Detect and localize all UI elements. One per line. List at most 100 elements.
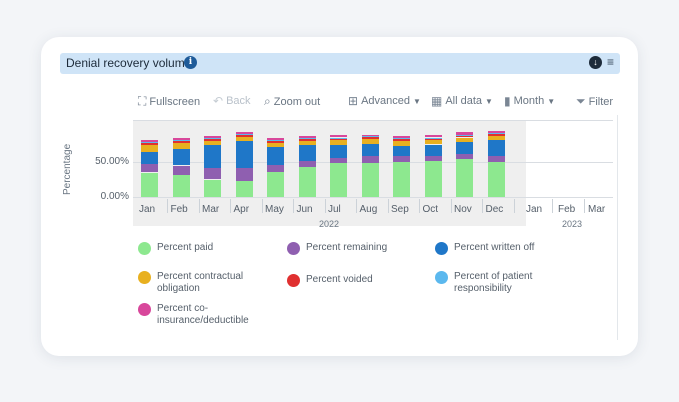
legend-item[interactable]: Percent contractual obligation [138,271,257,295]
bar-segment[interactable] [141,164,158,173]
bar-segment[interactable] [487,131,505,134]
bar-segment[interactable] [456,159,473,197]
info-icon[interactable]: i [184,56,197,69]
bar-segment[interactable] [456,141,473,154]
bar-segment[interactable] [235,180,253,197]
bar-segment[interactable] [393,138,410,141]
bar-segment[interactable] [172,143,190,150]
bar-segment[interactable] [141,152,158,165]
bar-segment[interactable] [298,161,316,167]
bar-segment[interactable] [456,135,473,138]
bar-segment[interactable] [204,136,221,139]
bar-segment[interactable] [298,136,316,139]
bar-segment[interactable] [424,161,442,197]
bar-segment[interactable] [330,163,347,197]
bar-segment[interactable] [487,136,505,140]
bar-segment[interactable] [456,134,473,136]
bar-segment[interactable] [456,153,473,160]
bar-segment[interactable] [298,145,316,162]
bar-segment[interactable] [141,145,158,153]
bar-segment[interactable] [172,138,190,141]
bar-segment[interactable] [235,141,253,169]
bar-segment[interactable] [424,138,442,141]
bar-segment[interactable] [393,145,410,156]
bar-segment[interactable] [298,141,316,146]
legend-item[interactable]: Percent paid [138,242,257,255]
bar-segment[interactable] [393,136,410,139]
bar-segment[interactable] [204,145,221,169]
bar-segment[interactable] [361,143,379,157]
bar-segment[interactable] [424,135,442,138]
bar-segment[interactable] [204,141,221,146]
legend-item[interactable]: Percent written off [435,242,554,255]
bar-segment[interactable] [141,143,158,146]
bar-segment[interactable] [330,137,347,139]
bar-segment[interactable] [298,166,316,197]
month-dropdown[interactable]: ▮ Month ▼ [504,94,555,108]
bar-segment[interactable] [456,131,473,135]
bar-segment[interactable] [141,139,158,143]
legend-item[interactable]: Percent of patient responsibility [435,271,554,295]
bar-segment[interactable] [487,155,505,162]
bar-segment[interactable] [204,168,221,180]
bar-segment[interactable] [361,136,379,139]
bar-segment[interactable] [204,138,221,141]
bar-segment[interactable] [361,163,379,197]
bar-segment[interactable] [235,134,253,135]
fullscreen-button[interactable]: ⛶ Fullscreen [138,94,200,109]
bar-segment[interactable] [298,138,316,141]
bar-segment[interactable] [487,133,505,134]
bar-segment[interactable] [267,138,284,141]
legend-item[interactable]: Percent voided [287,274,406,287]
bar-segment[interactable] [267,164,284,172]
bar-segment[interactable] [487,134,505,137]
bar-segment[interactable] [330,138,347,141]
bar-segment[interactable] [267,171,284,197]
bar-segment[interactable] [393,138,410,139]
bar-segment[interactable] [361,136,379,137]
legend-item[interactable]: Percent remaining [287,242,406,255]
bar-segment[interactable] [424,156,442,162]
bar-segment[interactable] [172,140,190,141]
bar-segment[interactable] [141,142,158,144]
bar-segment[interactable] [487,162,505,197]
bar-segment[interactable] [424,144,442,157]
bar-segment[interactable] [267,146,284,165]
bar-segment[interactable] [141,172,158,197]
bar-segment[interactable] [172,149,190,166]
bar-segment[interactable] [204,179,221,197]
bar-segment[interactable] [330,135,347,138]
bar-segment[interactable] [330,140,347,146]
download-icon[interactable]: ↓ [589,56,602,69]
bar-segment[interactable] [267,143,284,147]
bar-segment[interactable] [172,141,190,144]
bar-segment[interactable] [267,141,284,144]
bar-segment[interactable] [393,141,410,146]
bar-segment[interactable] [172,165,190,176]
filter-button[interactable]: ⏷ Filter [576,94,613,109]
advanced-dropdown[interactable]: ⊞ Advanced ▼ [348,94,421,108]
bar-segment[interactable] [361,134,379,137]
bar-segment[interactable] [204,138,221,139]
legend-item[interactable]: Percent co-insurance/deductible [138,303,257,327]
bar-segment[interactable] [424,137,442,139]
bar-segment[interactable] [330,157,347,164]
bar-segment[interactable] [235,134,253,137]
bar-segment[interactable] [330,145,347,158]
bar-segment[interactable] [393,155,410,162]
bar-segment[interactable] [298,138,316,139]
all-data-dropdown[interactable]: ▦ All data ▼ [431,94,493,108]
bar-segment[interactable] [361,156,379,164]
zoom-out-button[interactable]: ⌕ Zoom out [264,94,320,109]
bar-segment[interactable] [393,162,410,197]
bar-segment[interactable] [267,140,284,141]
bar-segment[interactable] [172,175,190,197]
bar-segment[interactable] [424,140,442,145]
bar-segment[interactable] [361,138,379,144]
bar-segment[interactable] [235,136,253,141]
bar-segment[interactable] [235,131,253,134]
bar-segment[interactable] [235,168,253,181]
bar-segment[interactable] [456,137,473,142]
bar-segment[interactable] [487,139,505,156]
back-button[interactable]: ↶ Back [213,94,251,108]
